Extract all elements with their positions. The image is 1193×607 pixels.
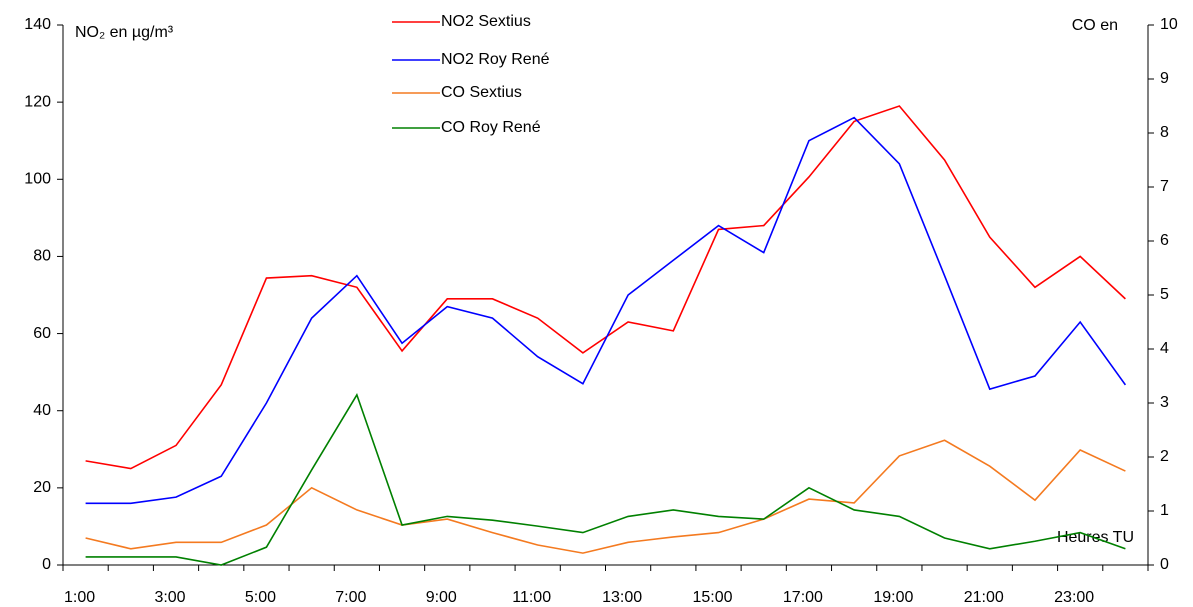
y2-axis-label: CO en <box>1072 17 1118 34</box>
legend-label: NO2 Roy René <box>441 51 550 68</box>
x-tick-label: 23:00 <box>1054 589 1094 606</box>
y2-tick-label: 5 <box>1160 286 1169 303</box>
y2-tick-label: 3 <box>1160 394 1169 411</box>
legend-label: CO Roy René <box>441 119 541 136</box>
y2-tick-label: 7 <box>1160 178 1169 195</box>
x-tick-label: 9:00 <box>426 589 457 606</box>
y-tick-label: 140 <box>24 16 51 33</box>
legend-label: CO Sextius <box>441 84 522 101</box>
y2-tick-label: 9 <box>1160 70 1169 87</box>
x-tick-label: 5:00 <box>245 589 276 606</box>
x-tick-label: 11:00 <box>512 589 551 606</box>
x-tick-label: 3:00 <box>154 589 185 606</box>
y-tick-label: 80 <box>33 248 51 265</box>
y-tick-label: 60 <box>33 325 51 342</box>
y2-tick-label: 10 <box>1160 16 1178 33</box>
series-line <box>85 105 1126 470</box>
y2-tick-label: 0 <box>1160 556 1169 573</box>
x-tick-label: 19:00 <box>873 589 913 606</box>
legend-label: NO2 Sextius <box>441 13 531 30</box>
series-line <box>85 439 1126 554</box>
y2-tick-label: 4 <box>1160 340 1169 357</box>
x-tick-label: 13:00 <box>602 589 642 606</box>
x-tick-label: 21:00 <box>964 589 1004 606</box>
y-axis-label: NO₂ en µg/m³ <box>75 24 174 41</box>
y-tick-label: 40 <box>33 402 51 419</box>
y-tick-label: 100 <box>24 171 51 188</box>
series-line <box>85 116 1127 505</box>
y2-tick-label: 8 <box>1160 124 1169 141</box>
x-tick-label: 15:00 <box>692 589 732 606</box>
x-tick-label: 1:00 <box>64 589 95 606</box>
x-tick-label: 17:00 <box>783 589 823 606</box>
y2-tick-label: 6 <box>1160 232 1169 249</box>
y2-tick-label: 1 <box>1160 502 1169 519</box>
y-tick-label: 120 <box>24 93 51 110</box>
x-tick-label: 7:00 <box>335 589 366 606</box>
y-tick-label: 20 <box>33 479 51 496</box>
y-tick-label: 0 <box>42 556 51 573</box>
y2-tick-label: 2 <box>1160 448 1169 465</box>
series-line <box>85 393 1126 566</box>
